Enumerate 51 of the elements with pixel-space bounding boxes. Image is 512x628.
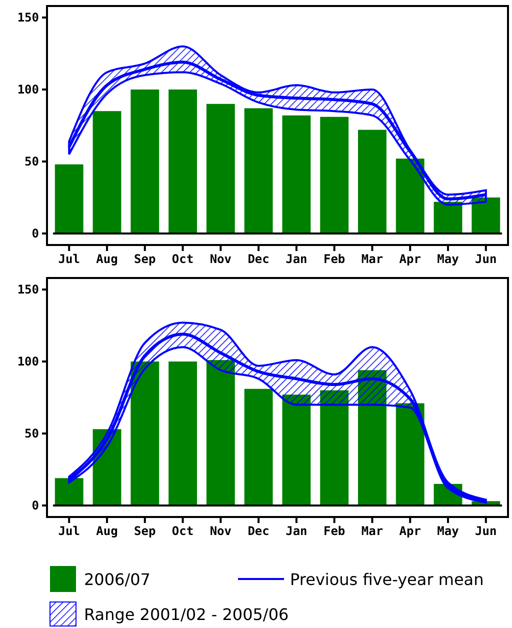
bar bbox=[168, 90, 197, 234]
y-tick-label: 0 bbox=[32, 498, 39, 513]
x-tick-label: May bbox=[437, 524, 459, 538]
y-tick-label: 50 bbox=[24, 154, 39, 169]
x-tick-label: Jul bbox=[58, 252, 80, 266]
x-tick-label: Feb bbox=[323, 252, 346, 266]
x-tick-label: Oct bbox=[172, 524, 194, 538]
x-tick-label: Jun bbox=[475, 524, 497, 538]
x-tick-label: Feb bbox=[323, 524, 346, 538]
bar bbox=[54, 164, 84, 234]
bar bbox=[206, 360, 235, 506]
bar bbox=[54, 478, 84, 506]
x-tick-label: Sep bbox=[134, 524, 156, 538]
bar bbox=[320, 116, 349, 234]
x-tick-label: Aug bbox=[96, 252, 118, 266]
x-tick-label: Jan bbox=[286, 524, 308, 538]
text: Range 2001/02 - 2005/06 bbox=[84, 605, 289, 624]
legend-label: Previous five-year mean bbox=[290, 570, 484, 589]
x-tick-label: Mar bbox=[361, 524, 384, 538]
bar bbox=[244, 108, 273, 234]
bar bbox=[130, 90, 160, 234]
y-tick-label: 0 bbox=[32, 226, 39, 241]
bar bbox=[206, 104, 235, 234]
x-tick-label: May bbox=[437, 252, 459, 266]
x-tick-label: Apr bbox=[399, 252, 421, 266]
y-tick-label: 150 bbox=[17, 10, 39, 25]
y-tick-label: 150 bbox=[17, 282, 39, 297]
bar bbox=[358, 130, 386, 234]
x-tick-label: Dec bbox=[248, 252, 270, 266]
x-tick-label: Sep bbox=[134, 252, 156, 266]
bar bbox=[396, 403, 424, 506]
bar bbox=[168, 362, 197, 506]
bar bbox=[92, 111, 122, 234]
y-tick-label: 50 bbox=[24, 426, 39, 441]
x-tick-label: Oct bbox=[172, 252, 194, 266]
x-tick-label: Apr bbox=[399, 524, 421, 538]
y-tick-label: 100 bbox=[17, 354, 39, 369]
x-tick-label: Nov bbox=[210, 524, 232, 538]
bar bbox=[282, 115, 311, 234]
x-tick-label: Jun bbox=[475, 252, 497, 266]
bar bbox=[244, 388, 273, 506]
y-tick-label: 100 bbox=[17, 82, 39, 97]
x-tick-label: Jan bbox=[286, 252, 308, 266]
x-tick-label: Nov bbox=[210, 252, 232, 266]
x-tick-label: Aug bbox=[96, 524, 118, 538]
bar bbox=[130, 362, 160, 506]
x-tick-label: Jul bbox=[58, 524, 80, 538]
bar bbox=[396, 158, 424, 234]
x-tick-label: Dec bbox=[248, 524, 270, 538]
x-tick-label: Mar bbox=[361, 252, 384, 266]
legend-label: 2006/07 bbox=[84, 570, 150, 589]
